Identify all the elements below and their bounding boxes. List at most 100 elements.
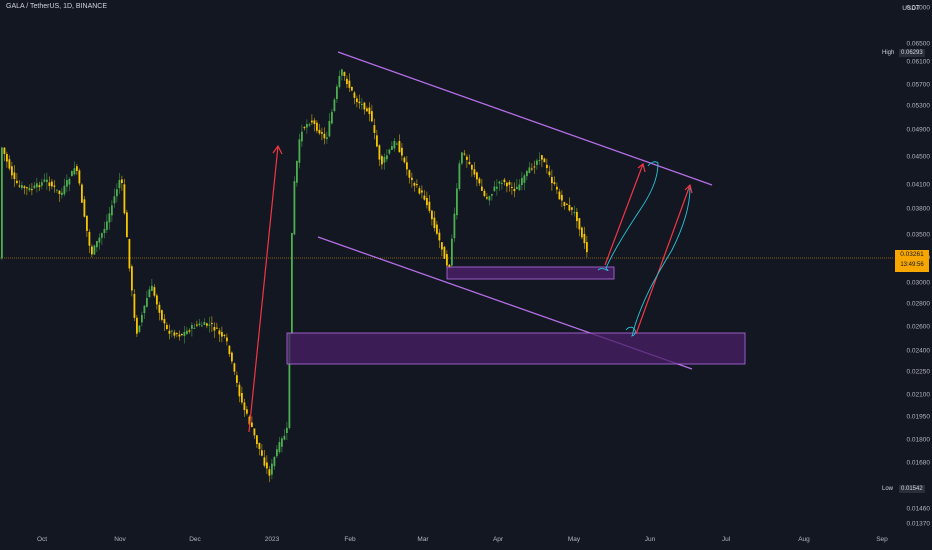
candle-body [348, 80, 351, 88]
candle-body [78, 170, 81, 184]
candle-body [138, 325, 141, 332]
currency-label: USDT [902, 5, 920, 12]
candle-body [61, 192, 63, 195]
time-tick: Oct [36, 536, 48, 543]
candle-body [196, 324, 198, 326]
candle-body [466, 156, 468, 160]
candle-body [391, 146, 393, 150]
candle-body [403, 157, 406, 163]
candle-body [166, 324, 168, 329]
price-tick: 0.01370 [906, 520, 931, 528]
candle-body [456, 188, 458, 216]
candle-body [481, 186, 483, 191]
symbol-title[interactable]: GALA / TetherUS, 1D, BINANCE [6, 3, 108, 10]
candle-body [433, 217, 436, 229]
candle-body [393, 140, 396, 149]
candle-body [206, 323, 208, 326]
support-zone-upper[interactable] [446, 266, 615, 280]
candle-body [478, 178, 481, 184]
price-tick: 0.04100 [906, 181, 931, 189]
candle-body [8, 159, 11, 169]
upper-trendline[interactable] [337, 51, 713, 186]
candle-body [293, 181, 296, 235]
candle-body [498, 181, 501, 184]
candle-body [381, 156, 383, 165]
candle-body [298, 139, 301, 163]
candle-body [581, 227, 583, 238]
bar-countdown: 13:49:56 [900, 262, 924, 268]
candle-body [131, 266, 133, 291]
red-arrow-3 [635, 184, 691, 335]
candle-body [418, 188, 421, 194]
candle-body [343, 72, 346, 76]
candle-body [126, 212, 128, 238]
candle-body [63, 185, 66, 195]
candle-body [186, 330, 188, 335]
candle-body [28, 187, 31, 191]
candle-body [548, 171, 551, 176]
candle-body [263, 457, 266, 466]
candle-body [518, 184, 521, 191]
candle-body [278, 442, 281, 452]
candle-body [526, 171, 528, 177]
candle-body [111, 205, 113, 216]
candle-body [86, 215, 88, 231]
candle-body [538, 159, 541, 161]
candle-body [483, 190, 486, 197]
candle-body [11, 166, 13, 176]
candle-body [541, 155, 543, 160]
high-value: 0.06293 [899, 49, 925, 57]
candle-body [176, 333, 178, 335]
candle-body [101, 233, 103, 238]
candle-body [158, 304, 161, 313]
price-tick: 0.03500 [906, 231, 931, 239]
candle-body [216, 327, 218, 329]
candle-body [291, 232, 293, 335]
price-tick: 0.02400 [906, 347, 931, 355]
candle-body [36, 183, 38, 188]
candle-body [416, 184, 418, 186]
candlestick-plot[interactable] [0, 0, 894, 528]
candle-body [571, 207, 573, 210]
candle-body [586, 242, 588, 253]
candle-body [71, 171, 73, 177]
candle-body [211, 323, 213, 325]
candle-body [251, 422, 253, 427]
candle-body [496, 186, 498, 189]
candle-body [53, 185, 56, 187]
candle-body [13, 172, 16, 180]
support-zone-lower[interactable] [286, 332, 746, 365]
candle-body [213, 327, 216, 331]
candle-body [68, 178, 71, 185]
candle-body [148, 289, 151, 298]
candle-body [178, 334, 181, 337]
candle-body [316, 122, 318, 131]
time-axis[interactable]: Oct Nov Dec 2023 Feb Mar Apr May Jun Jul Aug Sep [0, 528, 894, 550]
candle-body [203, 322, 206, 325]
low-label: Low [882, 486, 894, 492]
candle-body [436, 224, 438, 234]
candle-body [568, 204, 571, 211]
candle-body [141, 314, 143, 323]
candle-body [388, 149, 391, 154]
candle-body [271, 463, 273, 475]
candle-body [351, 86, 353, 91]
candle-body [506, 182, 508, 187]
candle-body [408, 170, 411, 178]
projection-path-1 [597, 161, 659, 272]
candle-body [553, 182, 556, 185]
candle-body [321, 132, 323, 134]
candle-body [121, 179, 123, 183]
candle-body [228, 345, 231, 355]
candle-body [156, 295, 158, 305]
candle-body [46, 179, 48, 183]
candle-body [463, 153, 466, 155]
candle-body [536, 160, 538, 166]
candle-body [508, 182, 511, 185]
candle-body [31, 189, 33, 191]
chart-pane[interactable]: GALA / TetherUS, 1D, BINANCE [0, 0, 894, 528]
candle-body [523, 175, 526, 183]
candle-body [318, 129, 321, 134]
price-axis[interactable]: USDT 0.07000 0.06500 0.06100 0.05700 0.05300… [882, 0, 932, 550]
candle-body [38, 185, 41, 188]
